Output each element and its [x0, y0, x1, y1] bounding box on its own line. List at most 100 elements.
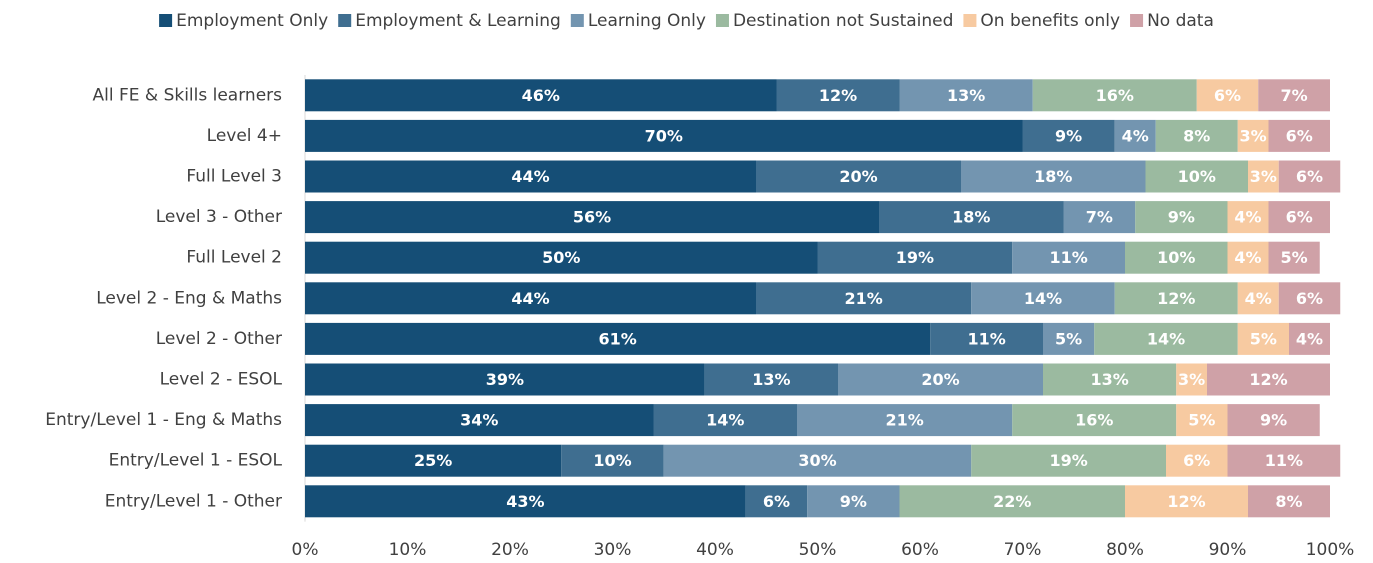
legend-label: Learning Only — [588, 11, 706, 31]
value-label: 9% — [1055, 126, 1082, 145]
bar-segment — [838, 363, 1043, 396]
legend-label: Employment Only — [176, 11, 328, 31]
value-label: 6% — [1286, 126, 1313, 145]
legend-swatch — [1130, 14, 1144, 27]
bar-segment — [704, 363, 838, 396]
bar-segment — [756, 282, 972, 315]
value-label: 9% — [1168, 208, 1195, 227]
value-label: 8% — [1183, 126, 1210, 145]
value-label: 4% — [1245, 289, 1272, 308]
legend-swatch — [570, 14, 584, 27]
y-tick-label: Level 4+ — [207, 126, 282, 146]
legend-label: Destination not Sustained — [733, 11, 953, 31]
value-label: 39% — [486, 370, 524, 389]
y-tick-label: Entry/Level 1 - ESOL — [109, 451, 283, 471]
bar-segment — [1114, 282, 1238, 315]
value-label: 13% — [947, 86, 985, 105]
bar-segment — [1196, 79, 1259, 112]
bar-segment — [971, 444, 1166, 477]
value-label: 11% — [1265, 451, 1303, 470]
value-label: 16% — [1096, 86, 1134, 105]
bar-segment — [1012, 241, 1125, 274]
bar-segment — [305, 282, 756, 315]
value-label: 12% — [1157, 289, 1195, 308]
value-label: 6% — [1286, 208, 1313, 227]
bar-segment — [305, 322, 931, 355]
bar-segment — [305, 485, 746, 518]
bar-segment — [899, 485, 1125, 518]
bar-segment — [1227, 444, 1341, 477]
legend-swatch — [338, 14, 352, 27]
value-label: 3% — [1250, 167, 1277, 186]
value-label: 5% — [1188, 411, 1215, 430]
bar-segment — [930, 322, 1043, 355]
bar-segment — [899, 79, 1033, 112]
value-label: 44% — [511, 167, 549, 186]
value-label: 5% — [1281, 248, 1308, 267]
value-label: 4% — [1296, 329, 1323, 348]
value-label: 34% — [460, 411, 498, 430]
y-tick-label: Entry/Level 1 - Eng & Maths — [45, 410, 282, 430]
value-label: 9% — [840, 492, 867, 511]
bar-segment — [1268, 241, 1320, 274]
bar-segment — [1278, 160, 1341, 193]
bar-segment — [305, 363, 705, 396]
x-tick-label: 30% — [594, 540, 632, 560]
bar-segment — [305, 201, 879, 234]
value-label: 3% — [1240, 126, 1267, 145]
value-label: 10% — [593, 451, 631, 470]
value-label: 6% — [763, 492, 790, 511]
bar-segment — [1063, 201, 1136, 234]
value-label: 70% — [645, 126, 683, 145]
value-label: 25% — [414, 451, 452, 470]
legend-swatch — [159, 14, 173, 27]
value-label: 7% — [1281, 86, 1308, 105]
value-label: 10% — [1178, 167, 1216, 186]
value-label: 21% — [885, 411, 923, 430]
legend-swatch — [963, 14, 977, 27]
y-tick-label: Entry/Level 1 - Other — [105, 491, 282, 511]
value-label: 21% — [844, 289, 882, 308]
bar-segment — [1248, 485, 1330, 518]
bar-segment — [1022, 119, 1115, 152]
bar-segment — [1114, 119, 1156, 152]
x-tick-label: 50% — [799, 540, 837, 560]
bar-segment — [756, 160, 961, 193]
bar-segment — [817, 241, 1013, 274]
bar-segment — [305, 241, 818, 274]
legend-label: Employment & Learning — [355, 11, 561, 31]
value-label: 18% — [952, 208, 990, 227]
bar-segment — [1248, 160, 1279, 193]
value-label: 19% — [1049, 451, 1087, 470]
value-label: 18% — [1034, 167, 1072, 186]
value-label: 43% — [506, 492, 544, 511]
value-label: 5% — [1055, 329, 1082, 348]
bar-segment — [1176, 404, 1228, 437]
x-tick-label: 10% — [389, 540, 427, 560]
value-label: 13% — [752, 370, 790, 389]
bar-segment — [1258, 79, 1330, 112]
bar-segment — [561, 444, 664, 477]
bar-segment — [1012, 404, 1177, 437]
value-label: 22% — [993, 492, 1031, 511]
y-tick-label: Level 2 - ESOL — [160, 370, 283, 390]
bar-segment — [1237, 282, 1279, 315]
y-tick-label: Level 2 - Other — [156, 329, 282, 349]
value-label: 4% — [1234, 208, 1261, 227]
x-tick-label: 70% — [1004, 540, 1042, 560]
value-label: 4% — [1234, 248, 1261, 267]
bar-segment — [961, 160, 1146, 193]
bar-segment — [663, 444, 972, 477]
value-label: 12% — [1167, 492, 1205, 511]
value-label: 46% — [522, 86, 560, 105]
bar-segment — [1207, 363, 1330, 396]
bar-segment — [1237, 322, 1289, 355]
bar-segment — [1166, 444, 1228, 477]
bar-segment — [1043, 322, 1095, 355]
bar-segment — [1289, 322, 1330, 355]
value-label: 19% — [896, 248, 934, 267]
value-label: 12% — [1249, 370, 1287, 389]
x-tick-label: 0% — [292, 540, 319, 560]
value-label: 44% — [511, 289, 549, 308]
